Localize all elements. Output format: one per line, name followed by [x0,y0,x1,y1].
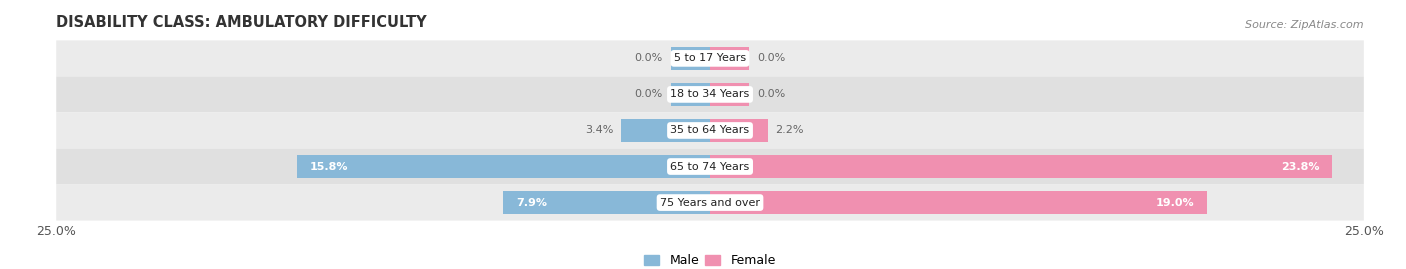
FancyBboxPatch shape [56,148,1364,185]
Bar [621,119,710,142]
Text: 65 to 74 Years: 65 to 74 Years [671,161,749,172]
Bar [710,155,1333,178]
Bar [671,47,710,70]
Bar [710,119,768,142]
Text: 18 to 34 Years: 18 to 34 Years [671,89,749,100]
Text: 75 Years and over: 75 Years and over [659,197,761,208]
Text: 0.0%: 0.0% [756,89,786,100]
Bar [297,155,710,178]
Text: 3.4%: 3.4% [585,125,613,136]
Text: 5 to 17 Years: 5 to 17 Years [673,53,747,63]
Text: 19.0%: 19.0% [1156,197,1194,208]
FancyBboxPatch shape [56,76,1364,112]
Text: Source: ZipAtlas.com: Source: ZipAtlas.com [1246,20,1364,30]
Text: 0.0%: 0.0% [634,53,664,63]
Text: 15.8%: 15.8% [309,161,349,172]
FancyBboxPatch shape [56,185,1364,221]
Text: 0.0%: 0.0% [756,53,786,63]
FancyBboxPatch shape [56,40,1364,76]
Text: DISABILITY CLASS: AMBULATORY DIFFICULTY: DISABILITY CLASS: AMBULATORY DIFFICULTY [56,15,427,30]
Text: 7.9%: 7.9% [516,197,547,208]
Text: 35 to 64 Years: 35 to 64 Years [671,125,749,136]
Bar [710,47,749,70]
Text: 2.2%: 2.2% [776,125,804,136]
Legend: Male, Female: Male, Female [640,249,780,269]
Bar [671,83,710,106]
Bar [710,191,1206,214]
Bar [710,83,749,106]
Bar [503,191,710,214]
Text: 0.0%: 0.0% [634,89,664,100]
FancyBboxPatch shape [56,112,1364,148]
Text: 23.8%: 23.8% [1281,161,1319,172]
